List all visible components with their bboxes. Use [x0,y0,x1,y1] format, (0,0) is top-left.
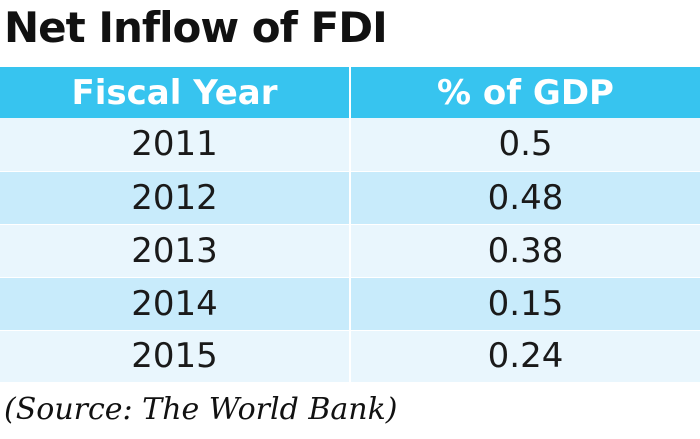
table-title: Net Inflow of FDI [4,3,388,52]
cell-percent-gdp: 0.5 [350,118,700,172]
cell-percent-gdp: 0.24 [350,330,700,383]
cell-fiscal-year: 2015 [0,330,351,383]
table-header-row: Fiscal Year % of GDP [0,67,700,118]
column-header-fiscal-year: Fiscal Year [0,67,351,118]
cell-fiscal-year: 2012 [0,171,351,225]
table-row: 2015 0.24 [0,330,700,383]
cell-fiscal-year: 2011 [0,118,351,172]
table-row: 2012 0.48 [0,171,700,225]
cell-percent-gdp: 0.48 [350,171,700,225]
source-note: (Source: The World Bank) [4,392,398,427]
column-header-percent-gdp: % of GDP [350,67,700,118]
cell-percent-gdp: 0.38 [350,224,700,278]
table-row: 2014 0.15 [0,277,700,331]
table-row: 2011 0.5 [0,118,700,172]
cell-fiscal-year: 2014 [0,277,351,331]
cell-percent-gdp: 0.15 [350,277,700,331]
cell-fiscal-year: 2013 [0,224,351,278]
table-row: 2013 0.38 [0,224,700,278]
fdi-table: Fiscal Year % of GDP 2011 0.5 2012 0.48 … [0,67,700,383]
